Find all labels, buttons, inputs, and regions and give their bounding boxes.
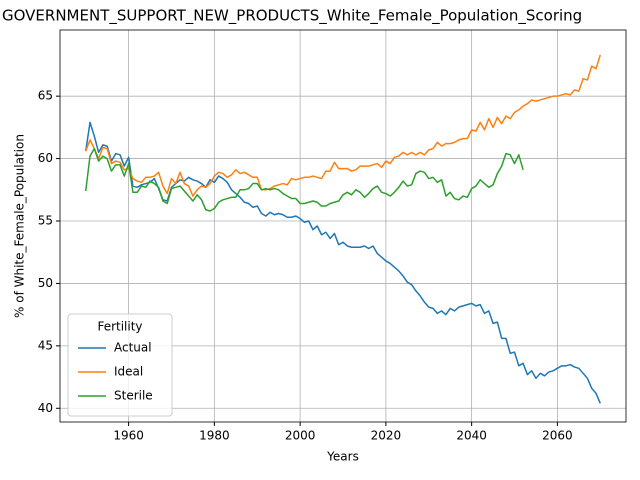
x-tick-label: 2000: [285, 429, 316, 443]
x-tick-label: 1960: [113, 429, 144, 443]
y-tick-label: 45: [38, 338, 53, 352]
data-line: [84, 121, 601, 404]
x-tick-label: 2060: [542, 429, 573, 443]
x-tick-label: 1980: [199, 429, 230, 443]
data-line: [85, 54, 601, 197]
y-tick-label: 65: [38, 89, 53, 103]
chart-title: GOVERNMENT_SUPPORT_NEW_PRODUCTS_White_Fe…: [2, 7, 582, 26]
y-tick-label: 60: [38, 151, 53, 165]
legend: Fertility Actual Ideal Sterile: [67, 313, 173, 417]
plot-frame: [59, 29, 627, 423]
y-tick-label: 40: [38, 401, 53, 415]
x-tick-label: 2020: [371, 429, 402, 443]
y-axis-label: % of White_Female_Population: [13, 134, 27, 318]
data-line: [84, 147, 524, 212]
x-axis-label: Years: [326, 450, 359, 464]
legend-title: Fertility: [97, 320, 142, 334]
legend-label: Ideal: [114, 365, 143, 379]
legend-frame: [67, 313, 173, 417]
legend-label: Actual: [114, 341, 152, 355]
y-tick-label: 55: [38, 214, 53, 228]
y-tick-label: 50: [38, 276, 53, 290]
x-tick-label: 2040: [456, 429, 487, 443]
legend-label: Sterile: [114, 389, 153, 403]
